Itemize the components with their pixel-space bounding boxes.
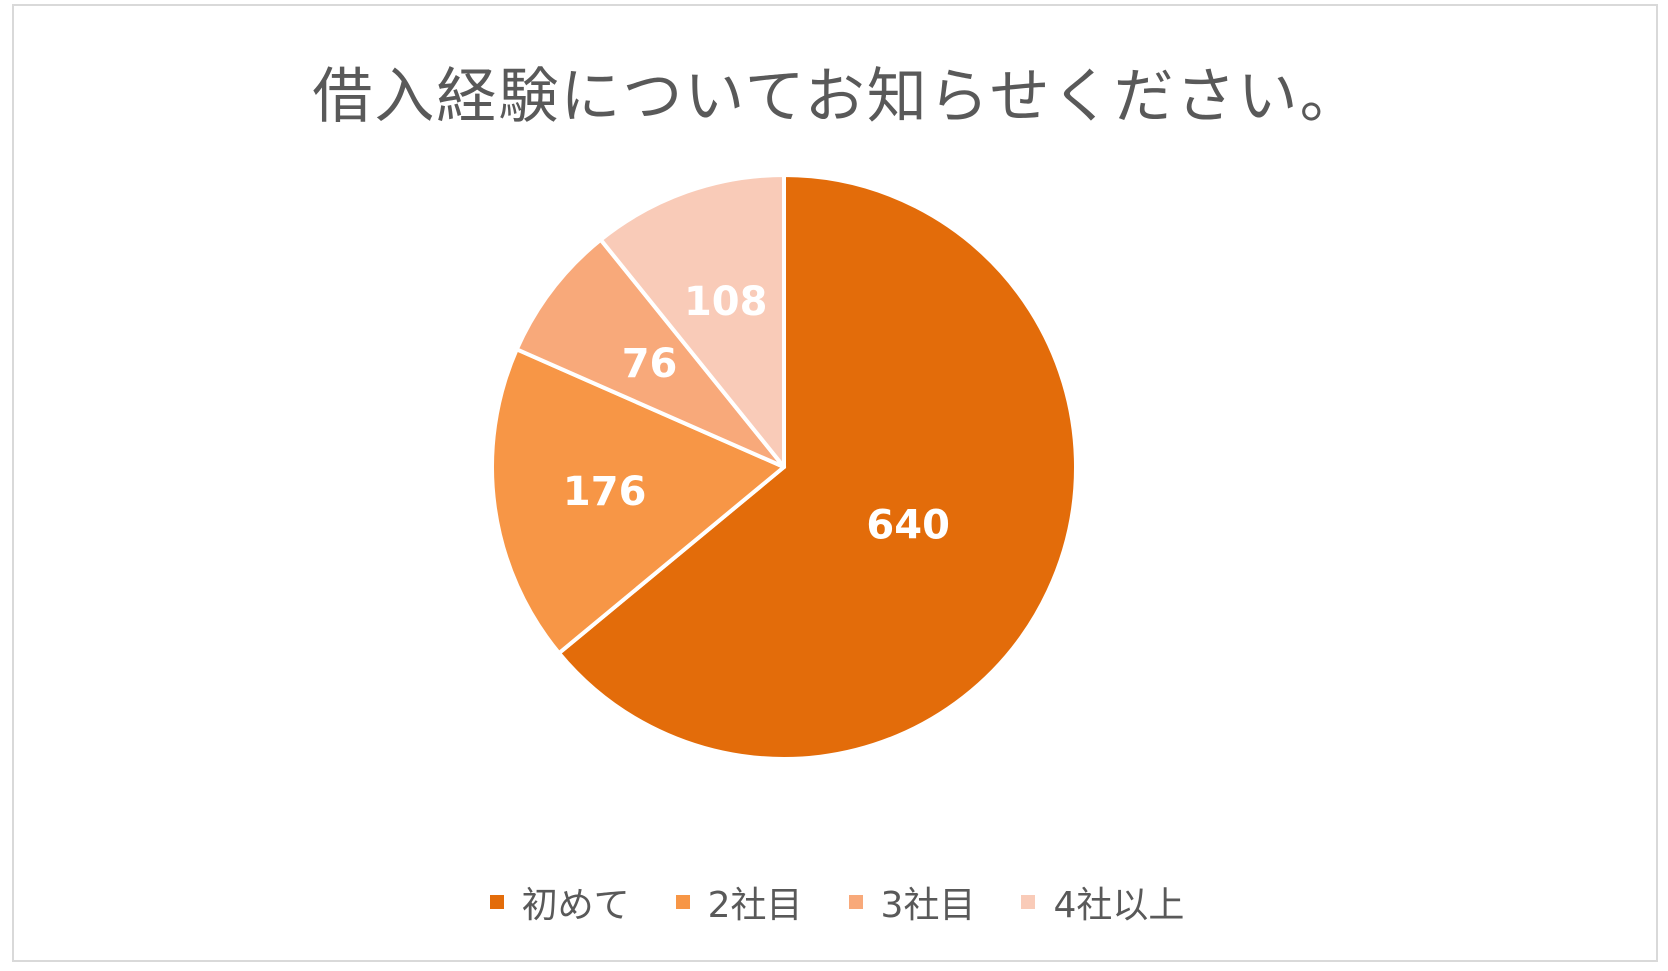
legend-label: 2社目 — [707, 885, 803, 926]
legend-item-first-time: 初めて — [489, 876, 630, 928]
legend-label: 3社目 — [880, 885, 976, 926]
legend-item-second-company: 2社目 — [675, 876, 803, 928]
legend-item-third-company: 3社目 — [848, 876, 976, 928]
legend-item-fourth-plus: 4社以上 — [1021, 876, 1184, 928]
slice-fourth-plus — [598, 173, 786, 469]
data-label-first-time: 640 — [866, 502, 950, 548]
slice-first-time — [557, 173, 1078, 761]
legend-swatch — [675, 895, 690, 909]
data-label-fourth-plus: 108 — [684, 279, 768, 325]
chart-frame: 借入経験についてお知らせください。 640 176 76 108 初めて 2社目 3社… — [12, 4, 1658, 962]
pie-slices — [490, 173, 1078, 761]
slice-third-company — [514, 237, 786, 469]
legend-label: 4社以上 — [1053, 885, 1185, 926]
legend: 初めて 2社目 3社目 4社以上 — [14, 876, 1660, 928]
slice-second-company — [490, 347, 786, 656]
legend-swatch — [848, 895, 863, 909]
legend-swatch — [489, 895, 504, 909]
data-label-second-company: 176 — [563, 469, 647, 515]
legend-swatch — [1021, 895, 1036, 909]
data-label-third-company: 76 — [622, 341, 678, 387]
legend-label: 初めて — [521, 885, 630, 926]
chart-title: 借入経験についてお知らせください。 — [312, 62, 1362, 132]
